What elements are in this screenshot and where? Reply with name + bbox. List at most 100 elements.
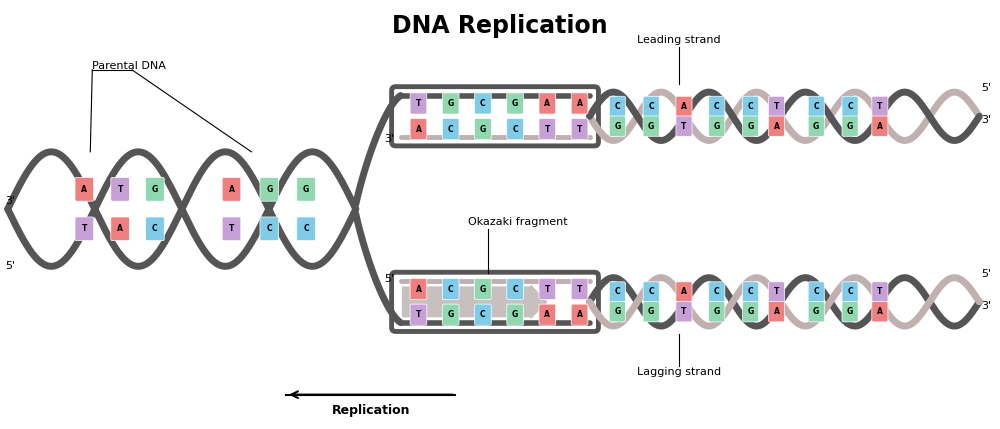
FancyBboxPatch shape bbox=[111, 217, 129, 241]
FancyBboxPatch shape bbox=[111, 178, 129, 201]
Text: Parental DNA: Parental DNA bbox=[92, 61, 166, 71]
Text: Lagging strand: Lagging strand bbox=[637, 368, 721, 378]
FancyBboxPatch shape bbox=[842, 302, 858, 322]
Text: T: T bbox=[774, 102, 779, 111]
Text: C: C bbox=[480, 310, 486, 319]
FancyBboxPatch shape bbox=[410, 93, 427, 114]
Text: T: T bbox=[545, 124, 550, 133]
FancyBboxPatch shape bbox=[872, 116, 888, 136]
Text: A: A bbox=[774, 122, 779, 131]
FancyBboxPatch shape bbox=[146, 178, 164, 201]
FancyBboxPatch shape bbox=[743, 96, 759, 117]
FancyBboxPatch shape bbox=[768, 116, 785, 136]
FancyBboxPatch shape bbox=[539, 278, 556, 299]
Text: T: T bbox=[416, 99, 421, 108]
Text: G: G bbox=[714, 307, 720, 316]
FancyBboxPatch shape bbox=[709, 116, 725, 136]
Text: T: T bbox=[229, 224, 234, 233]
FancyBboxPatch shape bbox=[507, 278, 523, 299]
Text: G: G bbox=[266, 185, 272, 194]
FancyBboxPatch shape bbox=[539, 118, 556, 140]
Text: A: A bbox=[877, 122, 883, 131]
Text: G: G bbox=[648, 122, 654, 131]
Text: A: A bbox=[774, 307, 779, 316]
Text: 3': 3' bbox=[5, 196, 15, 206]
Text: C: C bbox=[813, 287, 819, 296]
Text: G: G bbox=[747, 122, 754, 131]
Text: C: C bbox=[748, 287, 753, 296]
Text: G: G bbox=[847, 122, 853, 131]
Text: Okazaki fragment: Okazaki fragment bbox=[468, 217, 568, 227]
Text: A: A bbox=[577, 99, 582, 108]
Text: T: T bbox=[545, 284, 550, 293]
Text: T: T bbox=[577, 284, 582, 293]
FancyBboxPatch shape bbox=[743, 116, 759, 136]
FancyBboxPatch shape bbox=[709, 96, 725, 117]
Text: A: A bbox=[544, 310, 550, 319]
Text: 5': 5' bbox=[981, 269, 991, 279]
Text: DNA Replication: DNA Replication bbox=[392, 14, 608, 38]
FancyBboxPatch shape bbox=[392, 272, 598, 332]
FancyBboxPatch shape bbox=[609, 116, 625, 136]
FancyBboxPatch shape bbox=[410, 278, 427, 299]
FancyBboxPatch shape bbox=[643, 282, 659, 302]
Text: A: A bbox=[577, 310, 582, 319]
FancyBboxPatch shape bbox=[676, 302, 692, 322]
Text: G: G bbox=[152, 185, 158, 194]
FancyBboxPatch shape bbox=[643, 302, 659, 322]
FancyBboxPatch shape bbox=[410, 118, 427, 140]
Text: G: G bbox=[303, 185, 309, 194]
Text: C: C bbox=[648, 102, 654, 111]
FancyBboxPatch shape bbox=[709, 282, 725, 302]
FancyBboxPatch shape bbox=[475, 93, 491, 114]
FancyBboxPatch shape bbox=[643, 96, 659, 117]
Text: Replication: Replication bbox=[331, 404, 410, 417]
FancyBboxPatch shape bbox=[475, 304, 491, 325]
FancyBboxPatch shape bbox=[297, 217, 315, 241]
Text: 3': 3' bbox=[981, 115, 991, 125]
Text: C: C bbox=[615, 287, 620, 296]
Text: C: C bbox=[813, 102, 819, 111]
Text: G: G bbox=[614, 122, 620, 131]
FancyBboxPatch shape bbox=[709, 302, 725, 322]
FancyBboxPatch shape bbox=[609, 302, 625, 322]
FancyBboxPatch shape bbox=[768, 282, 785, 302]
Text: Leading strand: Leading strand bbox=[637, 35, 721, 45]
Text: T: T bbox=[681, 307, 687, 316]
Text: T: T bbox=[877, 102, 883, 111]
Text: T: T bbox=[416, 310, 421, 319]
Text: C: C bbox=[714, 287, 720, 296]
Text: 5': 5' bbox=[981, 83, 991, 93]
FancyBboxPatch shape bbox=[507, 118, 523, 140]
FancyBboxPatch shape bbox=[75, 178, 94, 201]
Text: C: C bbox=[847, 287, 853, 296]
Text: T: T bbox=[82, 224, 87, 233]
Text: G: G bbox=[648, 307, 654, 316]
Text: T: T bbox=[577, 124, 582, 133]
Text: A: A bbox=[117, 224, 123, 233]
FancyBboxPatch shape bbox=[222, 178, 241, 201]
FancyBboxPatch shape bbox=[539, 93, 556, 114]
Text: G: G bbox=[480, 284, 486, 293]
FancyBboxPatch shape bbox=[442, 93, 459, 114]
FancyBboxPatch shape bbox=[609, 96, 625, 117]
FancyBboxPatch shape bbox=[571, 304, 588, 325]
Text: G: G bbox=[512, 310, 518, 319]
FancyBboxPatch shape bbox=[507, 304, 523, 325]
FancyBboxPatch shape bbox=[539, 304, 556, 325]
Text: C: C bbox=[448, 284, 453, 293]
FancyBboxPatch shape bbox=[571, 278, 588, 299]
FancyBboxPatch shape bbox=[571, 93, 588, 114]
FancyBboxPatch shape bbox=[442, 118, 459, 140]
Text: T: T bbox=[877, 287, 883, 296]
Text: G: G bbox=[614, 307, 620, 316]
Text: A: A bbox=[544, 99, 550, 108]
Text: G: G bbox=[847, 307, 853, 316]
FancyBboxPatch shape bbox=[146, 217, 164, 241]
FancyBboxPatch shape bbox=[442, 278, 459, 299]
FancyArrow shape bbox=[403, 286, 547, 318]
FancyBboxPatch shape bbox=[808, 116, 824, 136]
FancyBboxPatch shape bbox=[768, 96, 785, 117]
FancyBboxPatch shape bbox=[743, 282, 759, 302]
FancyBboxPatch shape bbox=[808, 282, 824, 302]
